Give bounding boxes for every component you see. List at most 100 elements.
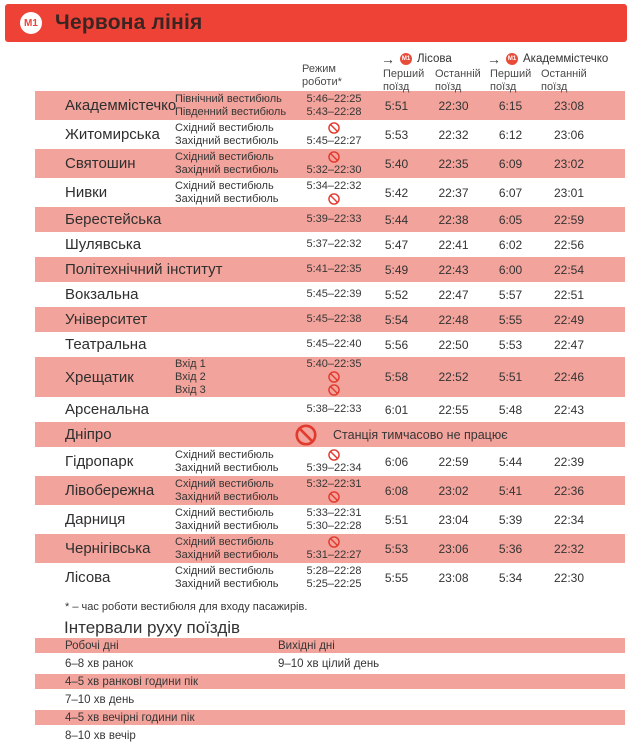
station-name: Берестейська	[65, 211, 162, 228]
train-time: 6:05	[498, 212, 523, 227]
station-name: Дарниця	[65, 511, 126, 528]
vestibule-labels: Східний вестибюль Західний вестибюль	[175, 507, 300, 533]
train-time: 22:37	[438, 185, 469, 200]
train-time: 5:47	[384, 237, 409, 252]
station-name: Вокзальна	[65, 286, 139, 303]
train-time: 22:47	[553, 337, 585, 352]
train-time: 5:56	[384, 337, 409, 352]
arrow-right-icon: →	[487, 51, 501, 67]
vestibule-label: Північний вестибюль	[175, 92, 282, 105]
working-hours: 5:39–22:34	[300, 449, 368, 475]
vestibule-label: Західний вестибюль	[175, 461, 279, 474]
train-time: 23:04	[438, 512, 469, 527]
train-time: 22:51	[553, 287, 585, 302]
vestibule-label: Східний вестибюль	[175, 121, 274, 134]
station-name: Святошин	[65, 155, 136, 172]
station-row: Чернігівська Східний вестибюль Західний ве…	[35, 534, 625, 563]
vestibule-hours: 5:45–22:27	[306, 134, 362, 147]
vestibule-hours: 5:28–22:28	[306, 564, 362, 577]
vestibule-label: Східний вестибюль	[175, 477, 274, 490]
vestibule-labels: Східний вестибюль Західний вестибюль	[175, 536, 300, 562]
train-time: 22:59	[553, 212, 585, 227]
train-time: 22:48	[438, 312, 469, 327]
train-time: 23:01	[553, 185, 585, 200]
closed-icon	[328, 536, 340, 548]
working-hours: 5:31–22:27	[300, 536, 368, 562]
working-hours: 5:38–22:33	[300, 403, 368, 416]
vestibule-label: Західний вестибюль	[175, 192, 279, 205]
vestibule-label: Західний вестибюль	[175, 519, 279, 532]
station-row: Вокзальна 5:45–22:39 5:52 22:47 5:57 22:51	[35, 282, 625, 307]
interval-row: Робочі дні Вихідні дні	[35, 638, 625, 653]
timetable: Режим роботи* → M1 Лісова → M1 Академміс…	[35, 42, 625, 592]
column-header-first-train: Перший поїзд	[490, 68, 532, 93]
train-time: 5:54	[384, 312, 409, 327]
train-time: 5:41	[498, 483, 523, 498]
train-time: 22:47	[438, 287, 469, 302]
column-header-last-train: Останній поїзд	[435, 68, 481, 93]
train-time: 22:52	[438, 370, 469, 384]
interval-weekdays: 4–5 хв ранкові години пік	[65, 675, 198, 688]
station-name: Дніпро	[65, 426, 112, 443]
vestibule-label: Західний вестибюль	[175, 163, 279, 176]
train-time: 5:53	[384, 127, 409, 142]
station-row: Академмістечко Північний вестибюль Південн…	[35, 91, 625, 120]
closed-icon	[328, 371, 340, 383]
train-time: 5:39	[498, 512, 523, 527]
train-time: 22:30	[553, 570, 585, 585]
line-badge-icon: M1	[506, 53, 518, 65]
train-time: 5:51	[384, 98, 409, 113]
station-row: Хрещатик Вхід 1 Вхід 2 Вхід 3 5:40–22:35 5:58…	[35, 357, 625, 397]
station-name: Академмістечко	[65, 97, 177, 114]
vestibule-label: Вхід 2	[175, 370, 206, 383]
working-hours: 5:32–22:30	[300, 151, 368, 177]
station-row: Лівобережна Східний вестибюль Західний вес…	[35, 476, 625, 505]
vestibule-closed	[300, 193, 368, 206]
working-hours: 5:45–22:39	[300, 288, 368, 301]
vestibule-label: Східний вестибюль	[175, 150, 274, 163]
station-name: Житомирська	[65, 126, 160, 143]
train-time: 22:49	[553, 312, 585, 327]
train-time: 5:40	[384, 156, 409, 171]
station-closed-note: Станція тимчасово не працює	[175, 423, 625, 446]
vestibule-hours: 5:43–22:28	[306, 105, 362, 118]
footnote: * – час роботи вестибюля для входу пасаж…	[65, 601, 308, 613]
direction-header-lisova: → M1 Лісова	[381, 52, 452, 66]
vestibule-closed	[300, 371, 368, 384]
train-time: 23:06	[438, 541, 469, 556]
vestibule-labels: Східний вестибюль Західний вестибюль	[175, 180, 300, 206]
train-time: 23:08	[438, 570, 469, 585]
closed-icon	[328, 384, 340, 396]
vestibule-hours: 5:45–22:40	[306, 338, 362, 350]
station-name: Лісова	[65, 569, 111, 586]
vestibule-hours: 5:45–22:39	[306, 288, 362, 300]
vestibule-hours: 5:25–22:25	[306, 577, 362, 590]
vestibule-hours: 5:30–22:28	[306, 519, 362, 532]
interval-weekends: 9–10 хв цілий день	[278, 657, 380, 670]
train-time: 22:34	[553, 512, 585, 527]
vestibule-hours: 5:41–22:35	[306, 263, 362, 275]
working-hours: 5:45–22:27	[300, 122, 368, 148]
column-header-working-hours: Режим роботи*	[302, 63, 342, 88]
vestibule-hours: 5:34–22:32	[306, 179, 362, 192]
vestibule-closed	[300, 536, 368, 549]
station-name: Хрещатик	[65, 368, 134, 386]
train-time: 6:02	[498, 237, 523, 252]
interval-weekdays: 8–10 хв вечір	[65, 729, 136, 742]
vestibule-label: Південний вестибюль	[175, 105, 287, 118]
vestibule-closed	[300, 384, 368, 397]
working-hours: 5:37–22:32	[300, 238, 368, 251]
direction-name: Лісова	[417, 53, 452, 65]
train-time: 22:41	[438, 237, 469, 252]
vestibule-labels: Східний вестибюль Західний вестибюль	[175, 449, 300, 475]
interval-weekdays: 4–5 хв вечірні години пік	[65, 711, 195, 724]
vestibule-closed	[300, 151, 368, 164]
train-time: 6:09	[498, 156, 523, 171]
train-time: 6:12	[498, 127, 523, 142]
table-header: Режим роботи* → M1 Лісова → M1 Академміс…	[35, 42, 625, 93]
vestibule-hours: 5:46–22:25	[306, 92, 362, 105]
working-hours: 5:45–22:38	[300, 313, 368, 326]
station-row: Нивки Східний вестибюль Західний вестибюль…	[35, 178, 625, 207]
vestibule-closed	[300, 449, 368, 462]
column-header-first-train: Перший поїзд	[383, 68, 425, 93]
